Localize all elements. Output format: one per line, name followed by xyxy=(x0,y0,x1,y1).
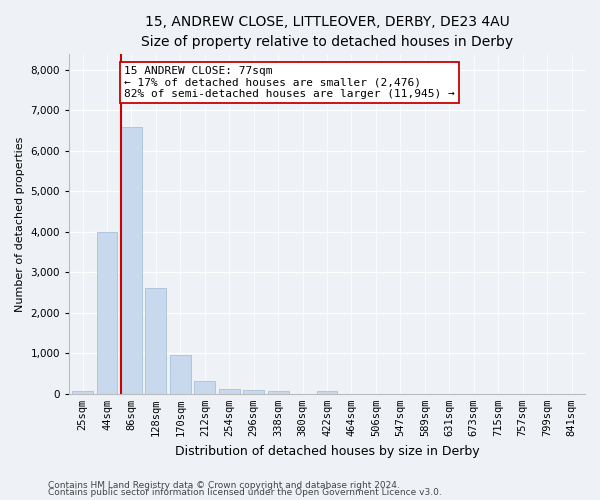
Bar xyxy=(243,390,264,394)
Bar xyxy=(194,381,215,394)
Bar xyxy=(219,388,239,394)
Bar xyxy=(121,128,142,394)
Text: Contains HM Land Registry data © Crown copyright and database right 2024.: Contains HM Land Registry data © Crown c… xyxy=(48,480,400,490)
Title: 15, ANDREW CLOSE, LITTLEOVER, DERBY, DE23 4AU
Size of property relative to detac: 15, ANDREW CLOSE, LITTLEOVER, DERBY, DE2… xyxy=(141,15,513,48)
Bar xyxy=(97,232,118,394)
Bar xyxy=(317,390,337,394)
Bar xyxy=(170,356,191,394)
Bar xyxy=(72,390,93,394)
Bar xyxy=(268,391,289,394)
Text: Contains public sector information licensed under the Open Government Licence v3: Contains public sector information licen… xyxy=(48,488,442,497)
X-axis label: Distribution of detached houses by size in Derby: Distribution of detached houses by size … xyxy=(175,444,479,458)
Y-axis label: Number of detached properties: Number of detached properties xyxy=(15,136,25,312)
Bar xyxy=(145,288,166,394)
Text: 15 ANDREW CLOSE: 77sqm
← 17% of detached houses are smaller (2,476)
82% of semi-: 15 ANDREW CLOSE: 77sqm ← 17% of detached… xyxy=(124,66,455,99)
